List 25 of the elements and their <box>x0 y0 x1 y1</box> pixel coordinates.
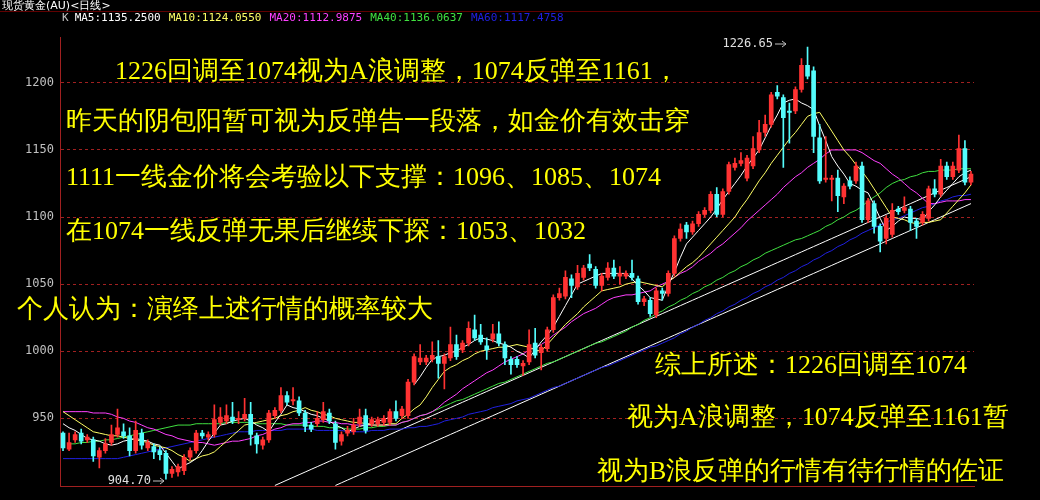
y-tick-label: 1150 <box>25 142 54 157</box>
annotation: 昨天的阴包阳暂可视为反弹告一段落，如金价有效击穿 <box>66 105 690 135</box>
annotation: 在1074一线反弹无果后继续下探：1053、1032 <box>66 215 586 245</box>
annotation: 视为B浪反弹的行情有待行情的佐证 <box>597 455 1005 485</box>
candlestick <box>484 337 490 360</box>
chart-title: 现货黄金(AU)<日线> <box>1 0 112 12</box>
annotation: 904.70 <box>107 473 151 488</box>
text: MA40:1136.0637 <box>370 11 463 24</box>
annotation: 综上所述：1226回调至1074 <box>655 349 967 379</box>
y-tick-label: 1000 <box>25 343 54 358</box>
annotation: 1226.65 <box>722 36 773 51</box>
text: MA10:1124.0550 <box>168 11 262 24</box>
annotation: 1226回调至1074视为A浪调整，1074反弹至1161， <box>115 55 679 85</box>
annotation: 1111一线金价将会考验以下支撑：1096、1085、1074 <box>66 161 662 191</box>
text: MA20:1112.9875 <box>269 11 363 24</box>
text: MA60:1117.4758 <box>470 11 564 24</box>
y-tick-label: 1200 <box>25 74 54 89</box>
candlestick <box>435 340 441 379</box>
legend-title: K <box>62 11 69 24</box>
y-tick-label: 950 <box>32 410 54 425</box>
y-tick-label: 1050 <box>25 276 54 291</box>
text: MA5:1135.2500 <box>74 11 161 24</box>
y-tick-label: 1100 <box>25 209 54 224</box>
annotation: 视为A浪调整，1074反弹至1161暂 <box>627 401 1009 431</box>
candlestick <box>659 287 665 301</box>
